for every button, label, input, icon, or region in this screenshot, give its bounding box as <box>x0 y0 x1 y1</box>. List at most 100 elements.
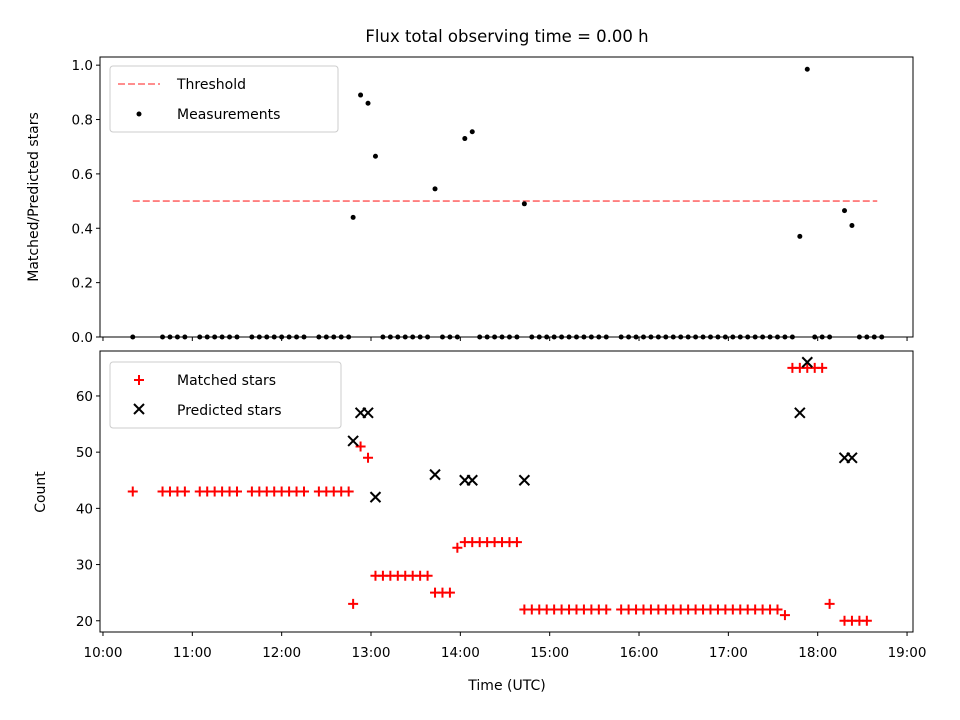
bottom-legend-box <box>109 361 342 429</box>
y-tick-label: 0.6 <box>72 167 93 183</box>
top-panel: 0.0 0.2 0.4 0.6 0.8 1.0 Matched/Predicted sta… <box>26 56 914 346</box>
x-tick-label: 10:00 <box>84 645 123 661</box>
chart-title: Flux total observing time = 0.00 h <box>365 27 648 46</box>
measurement-point <box>678 334 684 340</box>
measurement-point <box>722 334 728 340</box>
measurement-point <box>715 334 721 340</box>
measurement-point <box>640 334 646 340</box>
measurement-point <box>663 334 669 340</box>
measurement-point <box>797 233 803 239</box>
measurement-point <box>462 136 468 142</box>
measurement-point <box>730 334 736 340</box>
y-tick-label: 0.8 <box>72 113 93 129</box>
x-tick-label: 15:00 <box>530 645 569 661</box>
y-tick-label: 0.2 <box>72 276 93 292</box>
measurement-point <box>395 334 401 340</box>
measurement-point <box>536 334 542 340</box>
measurement-point <box>707 334 713 340</box>
matched-stars-point <box>355 441 366 452</box>
matched-stars-point <box>127 486 138 497</box>
y-tick-label: 0.0 <box>72 330 93 346</box>
measurement-point <box>745 334 751 340</box>
measurement-point <box>256 334 262 340</box>
x-tick-label: 16:00 <box>620 645 659 661</box>
measurement-point <box>856 334 862 340</box>
y-tick-label: 50 <box>76 445 93 461</box>
measurement-point <box>775 334 780 340</box>
measurement-point <box>234 334 240 340</box>
measurement-point <box>551 334 557 340</box>
y-tick-label: 60 <box>76 389 93 405</box>
measurement-point <box>338 334 344 340</box>
matched-stars-point <box>772 604 783 615</box>
measurement-point <box>279 334 285 340</box>
top-legend: Threshold Measurements <box>109 65 339 133</box>
x-tick-label: 17:00 <box>709 645 748 661</box>
measurement-point <box>864 334 870 340</box>
bottom-y-axis-label: Count <box>33 471 49 513</box>
measurement-point <box>264 334 270 340</box>
predicted-stars-point <box>794 407 806 419</box>
measurement-point <box>521 201 527 207</box>
matched-stars-point <box>779 610 790 621</box>
measurement-point <box>767 334 773 340</box>
measurement-point <box>588 334 594 340</box>
measurement-point <box>204 334 210 340</box>
measurement-point <box>174 334 180 340</box>
measurement-point <box>648 334 654 340</box>
bottom-panel: 20 30 40 50 60 10:00 11:00 12:00 13:00 14:00 15:0… <box>33 351 926 694</box>
measurement-point <box>842 208 848 214</box>
measurement-point <box>286 334 292 340</box>
top-y-axis-label: Matched/Predicted stars <box>26 112 42 282</box>
measurement-point <box>879 334 885 340</box>
matched-stars-point <box>348 598 359 609</box>
measurement-point <box>566 334 572 340</box>
measurement-point <box>737 334 743 340</box>
measurement-point <box>410 334 416 340</box>
y-tick-label: 0.4 <box>72 221 93 237</box>
top-plot-frame <box>99 56 914 338</box>
measurement-point <box>417 334 423 340</box>
measurement-point <box>506 334 512 340</box>
measurement-point <box>812 334 818 340</box>
measurement-point <box>350 214 356 220</box>
measurement-point <box>160 334 166 340</box>
matched-stars-point <box>824 598 835 609</box>
x-tick-label: 14:00 <box>441 645 480 661</box>
measurement-point <box>372 153 378 159</box>
x-tick-label: 13:00 <box>352 645 391 661</box>
measurement-point <box>294 334 300 340</box>
measurement-point <box>789 334 795 340</box>
bottom-marks <box>128 357 872 626</box>
matched-stars-point <box>511 537 522 548</box>
predicted-stars-point <box>466 474 478 486</box>
measurement-point <box>167 334 173 340</box>
measurement-point <box>447 334 453 340</box>
matched-stars-point <box>298 486 309 497</box>
x-tick-label: 12:00 <box>262 645 301 661</box>
measurement-point <box>514 334 520 340</box>
measurement-point <box>670 334 676 340</box>
predicted-stars-legend-swatch <box>133 403 145 415</box>
measurement-point <box>425 334 431 340</box>
measurement-point <box>700 334 706 340</box>
measurement-point <box>387 334 393 340</box>
measurement-point <box>219 334 225 340</box>
matched-stars-legend-label: Matched stars <box>177 373 276 389</box>
measurement-point <box>499 334 505 340</box>
measurement-point <box>871 334 877 340</box>
matched-stars-point <box>861 615 872 626</box>
measurement-point <box>752 334 758 340</box>
bottom-plot-frame <box>99 350 914 633</box>
matched-stars-point <box>817 362 828 373</box>
measurement-point <box>249 334 255 340</box>
predicted-stars-point <box>518 474 531 486</box>
measurement-point <box>529 334 535 340</box>
predicted-stars-legend-label: Predicted stars <box>177 403 282 419</box>
x-tick-label: 11:00 <box>173 645 212 661</box>
measurement-point <box>227 334 233 340</box>
measurement-point <box>603 334 609 340</box>
measurement-point <box>782 334 788 340</box>
measurement-point <box>439 334 445 340</box>
measurement-point <box>492 334 498 340</box>
